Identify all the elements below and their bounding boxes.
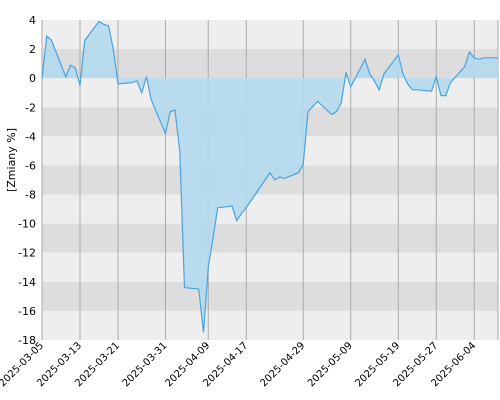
y-tick-label: -16 xyxy=(18,305,36,318)
band xyxy=(42,310,498,340)
x-tick-label: 2025-05-09 xyxy=(306,340,355,389)
x-tick-labels: 2025-03-052025-03-132025-03-212025-03-31… xyxy=(0,340,478,389)
x-tick-label: 2025-03-31 xyxy=(121,340,170,389)
y-tick-label: -12 xyxy=(18,247,36,260)
area-fill xyxy=(42,21,498,333)
band xyxy=(42,223,498,253)
y-tick-label: 2 xyxy=(29,43,36,56)
y-tick-label: -8 xyxy=(25,189,36,202)
y-tick-label: -10 xyxy=(18,218,36,231)
band xyxy=(42,281,498,311)
y-tick-label: -4 xyxy=(25,130,36,143)
y-tick-label: 0 xyxy=(29,72,36,85)
band xyxy=(42,194,498,224)
area-layer xyxy=(41,20,498,333)
y-tick-label: -6 xyxy=(25,159,36,172)
series-line xyxy=(41,20,498,333)
y-tick-label: 4 xyxy=(29,14,36,27)
y-axis-label: [Zmiany %] xyxy=(5,128,18,192)
band xyxy=(42,252,498,282)
y-tick-labels: 4 2 0 -2 -4 -6 -8 -10 -12 -14 -16 -18 xyxy=(18,14,36,347)
y-tick-label: -18 xyxy=(18,334,36,347)
y-tick-label: -14 xyxy=(18,276,36,289)
x-tick-label: 2025-04-29 xyxy=(258,340,307,389)
y-tick-label: -2 xyxy=(25,101,36,114)
